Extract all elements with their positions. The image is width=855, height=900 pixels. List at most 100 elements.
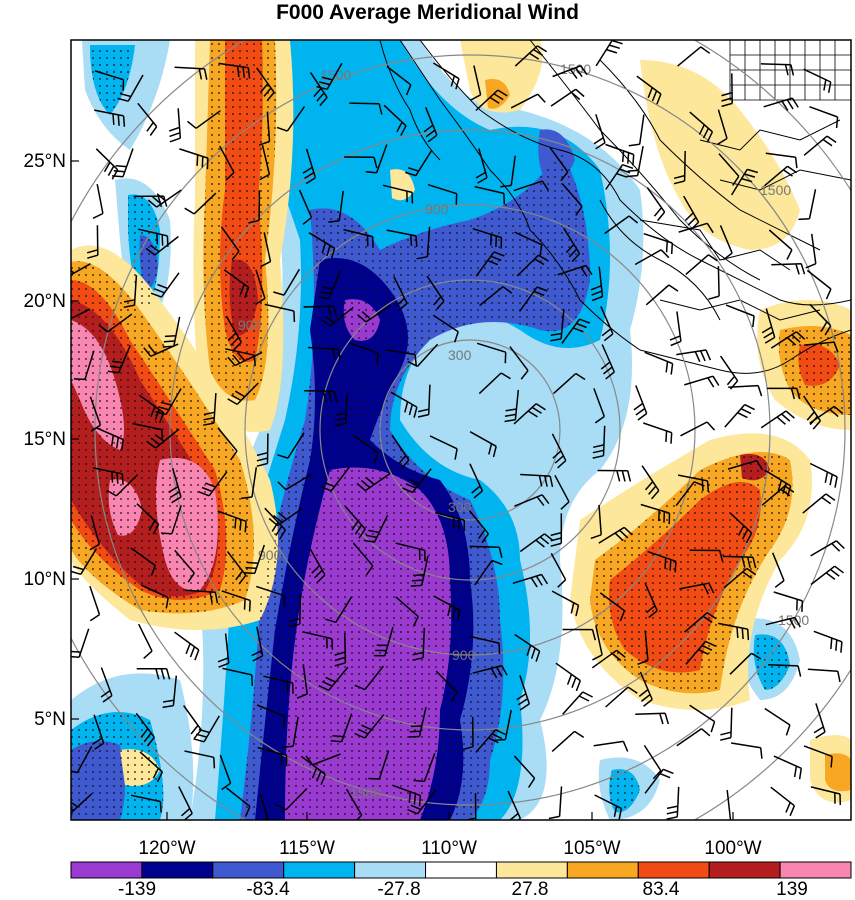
wind-barb [193, 715, 220, 743]
wind-barb [385, 349, 417, 366]
wind-barb [770, 786, 796, 817]
wind-barb [512, 573, 549, 588]
wind-barb [248, 190, 261, 224]
ring-label: 900 [425, 201, 449, 217]
wind-barb [395, 596, 419, 627]
wind-barb [604, 215, 639, 235]
wind-barb [325, 596, 353, 624]
wind-barb [243, 544, 266, 575]
wind-barb [594, 794, 623, 820]
wind-barb [71, 793, 93, 814]
wind-barb [676, 728, 711, 747]
wind-barb [628, 114, 645, 147]
wind-barb [225, 787, 251, 817]
wind-barb [73, 350, 95, 381]
wind-barb [721, 73, 733, 108]
colorbar-label: -83.4 [246, 879, 290, 900]
wind-barb [296, 664, 308, 699]
ring-label: 1500 [350, 785, 381, 801]
wind-barb [765, 152, 798, 169]
wind-barb [708, 266, 720, 300]
colorbar-swatch [566, 861, 639, 879]
wind-barb [514, 494, 550, 507]
wind-barb [330, 713, 353, 743]
wind-barb [221, 590, 251, 612]
wind-barb [179, 148, 209, 170]
lat-label-5N: 5°N [34, 709, 66, 730]
wind-barb [130, 547, 157, 577]
wind-barb [174, 66, 208, 80]
wind-barb [551, 730, 585, 752]
wind-barb [256, 704, 286, 728]
wind-barb [666, 786, 680, 820]
wind-barb [643, 744, 662, 780]
wind-barb [561, 318, 591, 344]
wind-barb [255, 269, 266, 305]
ring-label: 300 [448, 499, 472, 515]
wind-barb [677, 46, 711, 67]
wind-barb [633, 385, 648, 421]
wind-barb [592, 625, 603, 661]
wind-barb [168, 467, 182, 504]
wind-barb [475, 251, 505, 277]
colorbar-swatch [141, 861, 214, 879]
wind-barb [640, 503, 671, 525]
wind-barb [500, 155, 516, 188]
wind-barb [130, 794, 162, 813]
wind-barb [764, 707, 791, 736]
wind-barb [719, 225, 733, 261]
wind-barb [92, 183, 104, 219]
wind-barb [476, 342, 507, 364]
wind-barb [644, 582, 658, 619]
wind-barb [469, 431, 497, 458]
wind-barb [673, 150, 686, 185]
wind-barb [475, 89, 508, 112]
wind-barb [218, 62, 251, 79]
wind-barb [184, 192, 217, 215]
wind-barb [605, 163, 634, 190]
wind-barb [365, 144, 388, 174]
wind-barb [605, 686, 638, 708]
wind-barb [595, 40, 623, 67]
lon-label-105W: 105°W [563, 838, 621, 859]
wind-barb [720, 707, 733, 741]
wind-barb [563, 227, 581, 263]
wind-barb [275, 787, 308, 811]
wind-barb [810, 786, 842, 806]
wind-barb [729, 512, 753, 544]
wind-barb [462, 716, 474, 751]
wind-barb [123, 275, 138, 309]
wind-barb [643, 422, 673, 444]
wind-barb [143, 343, 179, 357]
wind-barb [803, 745, 833, 768]
wind-barb [730, 168, 759, 196]
wind-barb [309, 71, 328, 107]
wind-barb [386, 229, 418, 247]
colorbar-label: 27.8 [511, 879, 549, 900]
colorbar-swatch [708, 861, 781, 879]
wind-barb [724, 403, 755, 428]
wind-barb [410, 555, 429, 587]
wind-barb [551, 590, 580, 617]
wind-barb [435, 670, 458, 703]
wind-barb [136, 503, 160, 535]
wind-barb [679, 582, 715, 595]
wind-barb [138, 228, 169, 247]
wind-barb [475, 148, 488, 184]
wind-barb [383, 104, 407, 136]
wind-barb [478, 372, 511, 395]
wind-barb [813, 630, 843, 653]
wind-barb [260, 232, 272, 268]
wind-barb [282, 716, 299, 749]
wind-barb [472, 664, 508, 679]
wind-barb [217, 633, 230, 668]
wind-barb [434, 511, 466, 532]
wind-barb [514, 45, 548, 67]
colorbar-swatch [70, 861, 143, 879]
wind-barb [391, 434, 410, 469]
wind-barb [162, 316, 181, 348]
wind-barb [725, 304, 755, 328]
wind-barb [225, 315, 242, 351]
wind-barb [303, 305, 338, 318]
wind-barb [356, 472, 391, 492]
